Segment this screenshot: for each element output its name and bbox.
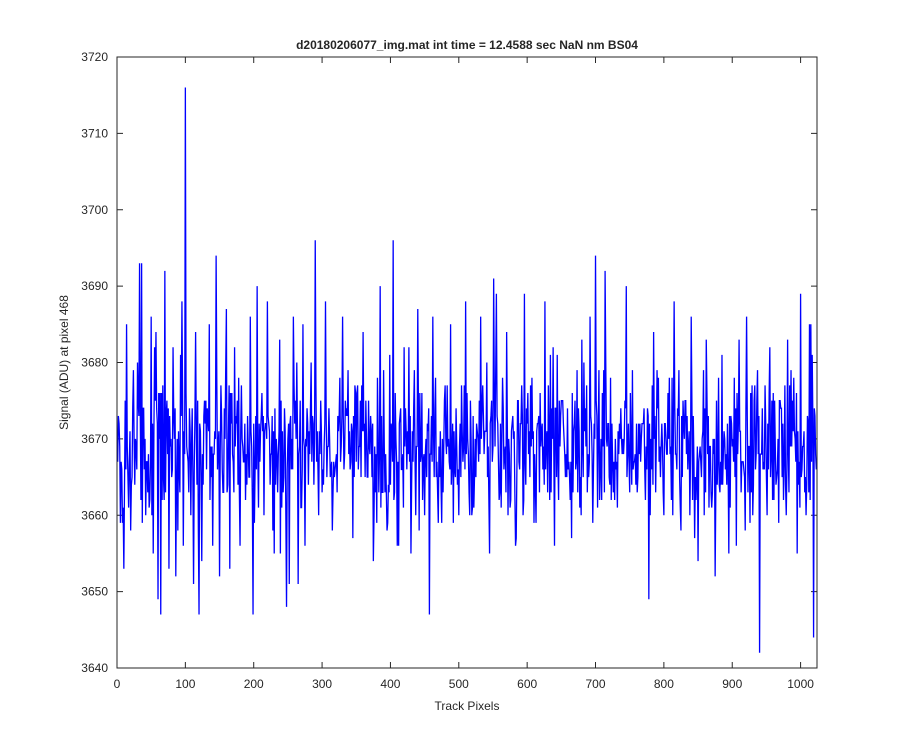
x-axis: 0 100 200 300 400 500 600 700 800 900 1000 [114,57,814,691]
y-tick-label: 3670 [81,432,108,446]
x-tick-label: 300 [312,677,332,691]
y-tick-label: 3660 [81,508,108,522]
chart-title: d20180206077_img.mat int time = 12.4588 … [296,38,638,52]
y-tick-label: 3640 [81,661,108,675]
y-tick-label: 3700 [81,203,108,217]
x-tick-label: 900 [722,677,742,691]
y-tick-label: 3650 [81,585,108,599]
x-tick-label: 1000 [787,677,814,691]
y-tick-label: 3690 [81,279,108,293]
y-tick-label: 3710 [81,126,108,140]
y-tick-label: 3680 [81,356,108,370]
plot-area [117,57,817,668]
x-tick-label: 400 [380,677,400,691]
x-tick-label: 800 [654,677,674,691]
x-axis-label: Track Pixels [435,699,500,713]
x-tick-label: 200 [244,677,264,691]
x-tick-label: 100 [175,677,195,691]
axes-box [116,56,818,669]
x-tick-label: 700 [586,677,606,691]
x-tick-label: 0 [114,677,121,691]
y-axis: 3640 3650 3660 3670 3680 3690 3700 3710 3720 [81,50,817,675]
x-tick-label: 600 [517,677,537,691]
series-line [117,87,817,653]
y-tick-label: 3720 [81,50,108,64]
x-tick-label: 500 [449,677,469,691]
y-axis-label: Signal (ADU) at pixel 468 [57,295,71,430]
